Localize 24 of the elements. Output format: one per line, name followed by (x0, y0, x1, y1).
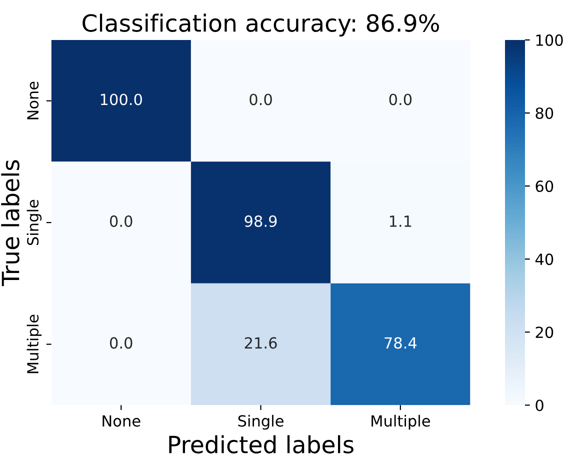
data-label: 0.0 (110, 337, 132, 349)
data-label: 100.0 (100, 94, 142, 106)
y-tick-label: Single (26, 200, 42, 246)
y-axis-title: True labels (1, 160, 20, 286)
data-label: 0.0 (250, 94, 272, 106)
data-label: 0.0 (110, 215, 132, 227)
color-bar-label: 40 (535, 254, 554, 266)
x-axis-title: Predicted labels (169, 435, 354, 454)
data-label: 21.6 (244, 337, 277, 349)
y-tick-label: Multiple (26, 314, 42, 374)
data-label: 1.1 (390, 216, 412, 227)
color-bar-label: 60 (536, 180, 554, 192)
x-tick-label: Multiple (372, 414, 430, 430)
data-label: 0.0 (389, 94, 412, 106)
x-tick-label: None (102, 415, 140, 427)
chart-title: Classification accuracy: 86.9% (82, 14, 439, 37)
color-bar-label: 20 (536, 326, 554, 338)
color-bar-label: 80 (536, 107, 554, 120)
color-bar-label: 0 (536, 400, 544, 412)
data-label: 98.9 (244, 215, 277, 227)
data-label: 78.4 (384, 337, 417, 349)
y-tick-label: None (27, 82, 39, 120)
color-bar-label: 100 (536, 34, 563, 46)
x-tick-label: Single (238, 414, 284, 430)
